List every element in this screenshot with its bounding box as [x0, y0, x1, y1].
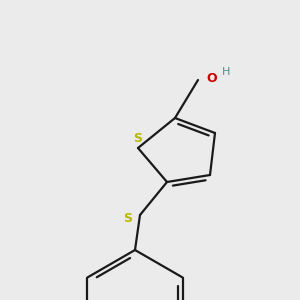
Text: S: S [134, 131, 142, 145]
Text: H: H [222, 67, 230, 77]
Text: S: S [124, 212, 133, 226]
Text: O: O [207, 71, 217, 85]
